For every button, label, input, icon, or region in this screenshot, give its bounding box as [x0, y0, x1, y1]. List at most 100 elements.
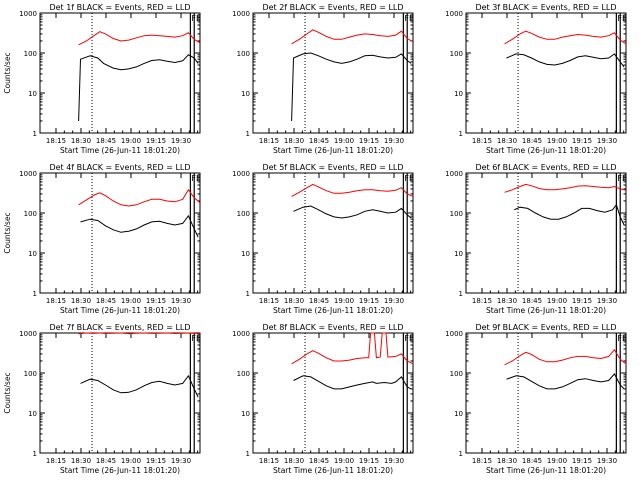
- y-tick-label: 1000: [232, 170, 250, 178]
- panel-title: Det 1f BLACK = Events, RED = LLD: [49, 3, 190, 12]
- panel-2: Det 2f BLACK = Events, RED = LLD 1 10 100 10…: [232, 3, 414, 155]
- x-tick-label: 19:30: [384, 457, 404, 465]
- x-tick-label: 19:15: [359, 137, 379, 145]
- x-tick-label: 19:00: [121, 457, 141, 465]
- x-tick-label: 18:45: [96, 137, 116, 145]
- lld-series-line: [504, 183, 627, 193]
- y-tick-label: 10: [28, 410, 37, 418]
- x-tick-label: 18:45: [309, 137, 329, 145]
- lld-series-line: [78, 31, 201, 46]
- x-tick-label: 18:30: [71, 137, 91, 145]
- x-tick-label: 18:30: [71, 297, 91, 305]
- y-tick-label: 100: [237, 370, 250, 378]
- x-tick-label: 19:00: [334, 137, 354, 145]
- x-tick-label: 19:30: [384, 297, 404, 305]
- events-series-line: [80, 214, 199, 238]
- y-axis-label: Counts/sec: [3, 52, 12, 93]
- y-tick-label: 1: [33, 450, 37, 458]
- y-axis-label: Counts/sec: [3, 372, 12, 413]
- events-series-line: [293, 375, 412, 390]
- panel-title: Det 4f BLACK = Events, RED = LLD: [49, 163, 190, 172]
- x-tick-label: 19:30: [171, 137, 191, 145]
- x-tick-label: 19:15: [359, 297, 379, 305]
- x-axis-label: Start Time (26-Jun-11 18:01:20): [486, 466, 606, 475]
- panel-8: Det 8f BLACK = Events, RED = LLD 1 10 100 10…: [232, 323, 414, 475]
- x-tick-label: 19:30: [384, 137, 404, 145]
- x-tick-label: 19:15: [146, 297, 166, 305]
- y-tick-label: 1000: [19, 330, 37, 338]
- x-tick-label: 18:15: [259, 457, 279, 465]
- y-tick-label: 1: [459, 130, 463, 138]
- lld-series-line: [291, 183, 414, 197]
- x-axis-label: Start Time (26-Jun-11 18:01:20): [486, 146, 606, 155]
- x-tick-label: 18:30: [497, 457, 517, 465]
- x-tick-label: 18:45: [96, 457, 116, 465]
- lld-series-line: [291, 332, 414, 365]
- y-tick-label: 10: [454, 90, 463, 98]
- events-series-line: [513, 203, 625, 226]
- panel-4: Det 4f BLACK = Events, RED = LLD 1 10 100 10…: [3, 163, 201, 315]
- y-tick-label: 1000: [232, 330, 250, 338]
- panel-1: Det 1f BLACK = Events, RED = LLD 1 10 100 10…: [3, 3, 201, 155]
- lld-series-line: [78, 188, 201, 207]
- panel-title: Det 8f BLACK = Events, RED = LLD: [262, 323, 403, 332]
- x-tick-label: 19:00: [334, 297, 354, 305]
- x-tick-label: 19:00: [121, 297, 141, 305]
- fe-label: FE: [191, 334, 201, 343]
- plot-frame: [39, 12, 201, 134]
- x-tick-label: 18:45: [309, 297, 329, 305]
- x-tick-label: 18:45: [522, 297, 542, 305]
- x-tick-label: 19:30: [597, 457, 617, 465]
- y-tick-label: 1000: [19, 10, 37, 18]
- y-tick-label: 1: [246, 130, 250, 138]
- x-tick-label: 19:15: [359, 457, 379, 465]
- y-tick-label: 10: [454, 250, 463, 258]
- fe-label: FE: [404, 174, 414, 183]
- x-tick-label: 19:00: [121, 137, 141, 145]
- y-tick-label: 1: [459, 290, 463, 298]
- x-tick-label: 18:15: [46, 297, 66, 305]
- panel-5: Det 5f BLACK = Events, RED = LLD 1 10 100 10…: [232, 163, 414, 315]
- x-tick-label: 18:45: [96, 297, 116, 305]
- panel-3: Det 3f BLACK = Events, RED = LLD 1 10 100 10…: [445, 3, 627, 155]
- fe-label: FE: [191, 14, 201, 23]
- x-tick-label: 19:00: [334, 457, 354, 465]
- y-tick-label: 100: [450, 210, 463, 218]
- plot-frame: [39, 172, 201, 294]
- y-tick-label: 100: [237, 210, 250, 218]
- x-tick-label: 19:15: [572, 457, 592, 465]
- y-tick-label: 1000: [232, 10, 250, 18]
- y-tick-label: 100: [450, 370, 463, 378]
- lld-series-line: [504, 348, 627, 366]
- x-tick-label: 18:30: [71, 457, 91, 465]
- y-tick-label: 1: [459, 450, 463, 458]
- y-tick-label: 1: [33, 130, 37, 138]
- x-tick-label: 18:15: [472, 137, 492, 145]
- fe-label: FE: [404, 14, 414, 23]
- x-axis-label: Start Time (26-Jun-11 18:01:20): [273, 146, 393, 155]
- x-tick-label: 18:45: [309, 457, 329, 465]
- x-tick-label: 19:00: [547, 457, 567, 465]
- x-axis-label: Start Time (26-Jun-11 18:01:20): [273, 466, 393, 475]
- y-tick-label: 10: [28, 90, 37, 98]
- x-axis-label: Start Time (26-Jun-11 18:01:20): [60, 306, 180, 315]
- panel-title: Det 9f BLACK = Events, RED = LLD: [475, 323, 616, 332]
- y-axis-label: Counts/sec: [3, 212, 12, 253]
- panel-6: Det 6f BLACK = Events, RED = LLD 1 10 100 10…: [445, 163, 627, 315]
- fe-label: FE: [617, 334, 627, 343]
- lld-series-line: [291, 29, 414, 45]
- events-series-line: [293, 205, 412, 219]
- x-axis-label: Start Time (26-Jun-11 18:01:20): [273, 306, 393, 315]
- x-tick-label: 19:15: [146, 457, 166, 465]
- x-tick-label: 18:30: [284, 457, 304, 465]
- x-tick-label: 19:15: [572, 137, 592, 145]
- y-tick-label: 1: [246, 290, 250, 298]
- y-tick-label: 1000: [445, 330, 463, 338]
- fe-label: FE: [191, 174, 201, 183]
- y-tick-label: 1000: [445, 170, 463, 178]
- y-tick-label: 100: [24, 370, 37, 378]
- fe-label: FE: [617, 14, 627, 23]
- fe-label: FE: [617, 174, 627, 183]
